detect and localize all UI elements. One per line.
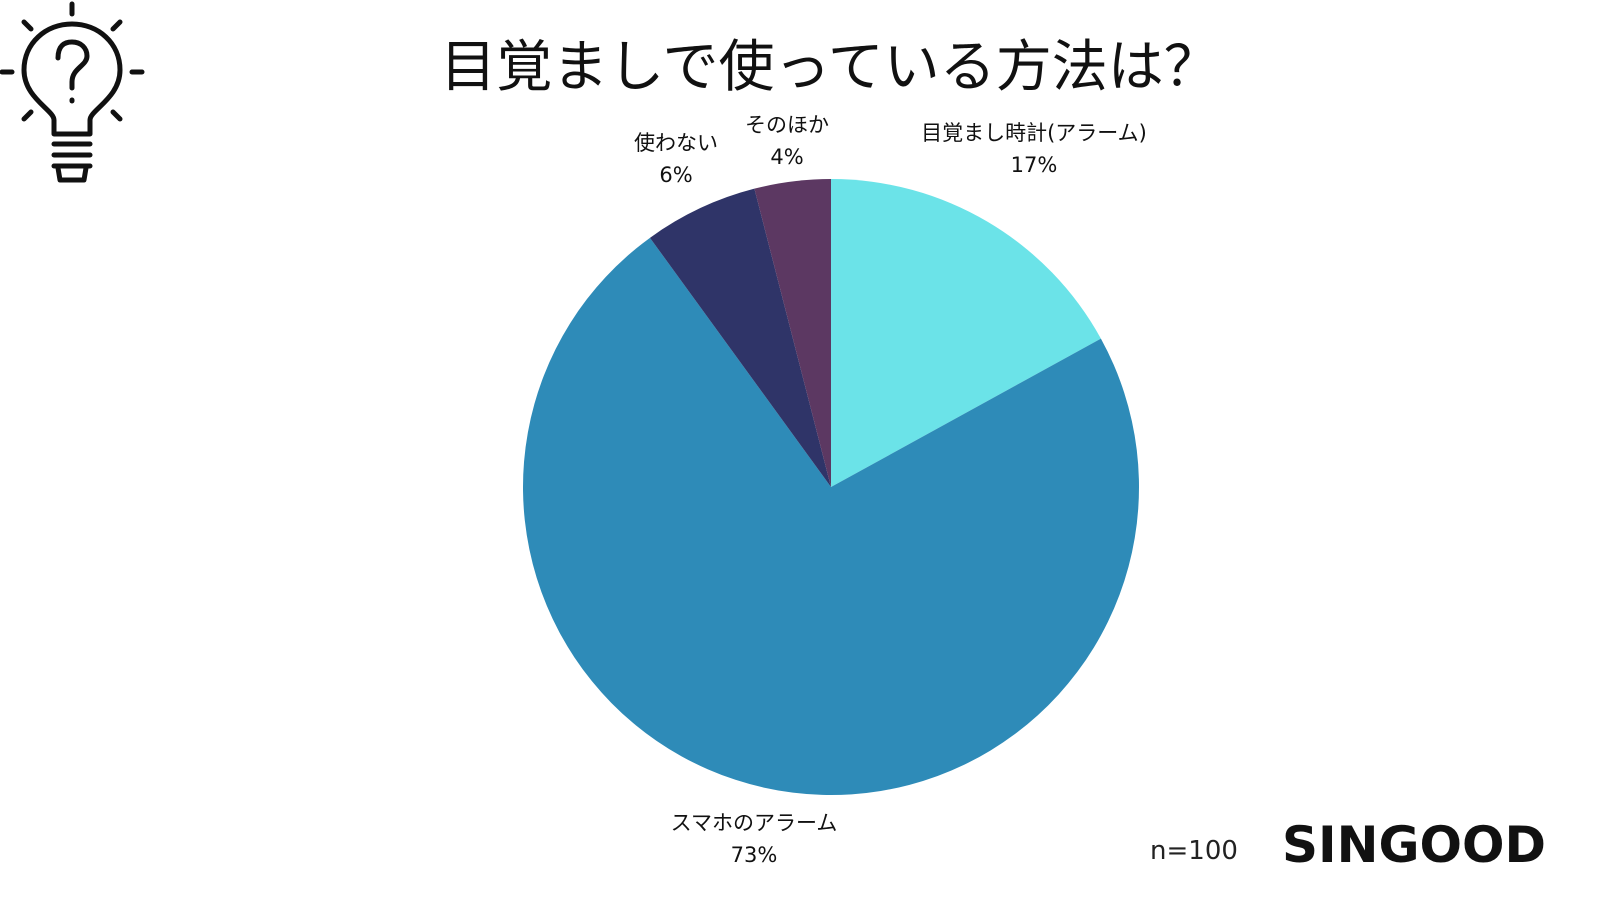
chart-title: 目覚ましで使っている方法は？: [440, 35, 1220, 100]
pie-slice-other: [754, 179, 831, 487]
pie-slice-smartphone-alarm: [523, 237, 1139, 796]
slice-value-none: 6%: [659, 163, 692, 187]
slice-label-alarm-clock: 目覚まし時計(アラーム): [921, 121, 1147, 145]
pie-chart: [523, 179, 1139, 796]
brand-logo: SINGOOD: [1282, 816, 1546, 874]
pie-slice-alarm-clock: [831, 179, 1101, 487]
slice-labels: 目覚まし時計(アラーム) 17% スマホのアラーム 73% 使わない 6% その…: [634, 113, 1147, 867]
slice-label-smartphone-alarm: スマホのアラーム: [671, 811, 838, 835]
sample-size-note: n=100: [1150, 836, 1238, 866]
slice-label-none: 使わない: [634, 131, 718, 155]
slice-value-smartphone-alarm: 73%: [731, 843, 778, 867]
slice-value-other: 4%: [770, 145, 803, 169]
pie-slice-none: [649, 188, 831, 487]
slice-label-other: そのほか: [745, 113, 829, 137]
lightbulb-question-icon: [0, 1, 145, 183]
slice-value-alarm-clock: 17%: [1011, 153, 1058, 177]
